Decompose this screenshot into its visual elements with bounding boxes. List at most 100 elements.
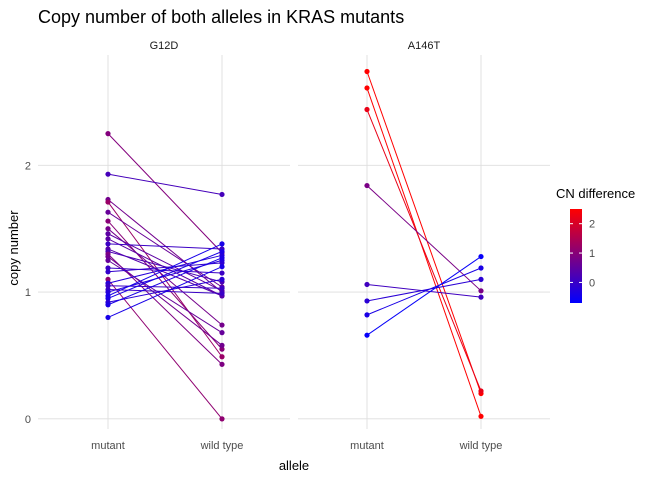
panel-a146t: A146T mutant wild type [298, 40, 550, 452]
data-point-wild-type [478, 265, 484, 271]
series-line [366, 256, 482, 336]
x-tick-label: wild type [200, 440, 244, 452]
y-tick-label: 1 [25, 287, 31, 299]
data-point-mutant [105, 269, 111, 275]
data-point-mutant [105, 289, 111, 295]
y-axis-ticks: 0 1 2 [25, 160, 31, 426]
data-point-wild-type [219, 248, 225, 255]
data-point-mutant [105, 314, 111, 321]
data-point-wild-type [219, 264, 225, 270]
legend-tick-label: 0 [589, 277, 595, 289]
legend-tick-label: 1 [589, 248, 595, 260]
chart-title: Copy number of both alleles in KRAS muta… [38, 7, 404, 27]
data-point-wild-type [219, 416, 225, 422]
y-tick-label: 0 [25, 414, 31, 426]
x-axis-title: allele [279, 458, 309, 473]
data-point-mutant [105, 218, 111, 224]
data-point-mutant [364, 68, 370, 75]
series-line [107, 211, 223, 288]
x-tick-label: wild type [459, 440, 503, 452]
data-point-wild-type [219, 191, 225, 198]
legend-title: CN difference [556, 186, 635, 201]
series-line [107, 220, 223, 350]
data-point-wild-type [219, 342, 225, 348]
legend-ticks: 0 1 2 [570, 219, 595, 289]
data-point-wild-type [219, 241, 225, 247]
data-point-wild-type [219, 270, 225, 276]
series-line [366, 283, 482, 298]
series-line [107, 133, 223, 254]
data-point-mutant [105, 265, 111, 271]
series-line [107, 233, 223, 292]
data-point-wild-type [219, 276, 225, 282]
series-line [366, 185, 482, 292]
data-point-wild-type [219, 330, 225, 336]
x-tick-label: mutant [91, 440, 125, 452]
data-point-mutant [105, 209, 111, 215]
data-point-mutant [364, 182, 370, 189]
panel-label: G12D [150, 40, 179, 52]
data-point-mutant [364, 298, 370, 304]
series-line [107, 256, 223, 346]
series-line [107, 279, 223, 420]
series-line [366, 278, 482, 302]
series-line [107, 199, 223, 293]
panel-label: A146T [408, 40, 441, 52]
data-point-mutant [364, 85, 370, 91]
data-point-wild-type [478, 388, 484, 394]
series-line [366, 71, 482, 394]
series-line [107, 285, 223, 289]
series-line [366, 109, 482, 392]
data-point-mutant [105, 295, 111, 302]
series-line [107, 278, 223, 303]
series-line [107, 259, 223, 334]
data-point-wild-type [478, 276, 484, 282]
data-point-wild-type [478, 294, 484, 300]
series-line [107, 262, 223, 273]
data-point-mutant [105, 131, 111, 137]
data-point-mutant [105, 257, 111, 263]
data-point-wild-type [219, 346, 225, 352]
data-point-wild-type [219, 354, 225, 360]
data-point-wild-type [219, 290, 225, 296]
data-point-wild-type [219, 322, 225, 328]
data-point-mutant [364, 332, 370, 338]
data-point-wild-type [478, 253, 484, 260]
series-line [107, 267, 223, 274]
legend-colorbar [570, 209, 582, 303]
legend-tick-label: 2 [589, 219, 595, 231]
data-point-mutant [105, 199, 111, 205]
legend: CN difference 0 1 2 [556, 186, 635, 303]
y-tick-label: 2 [25, 160, 31, 172]
data-point-mutant [105, 231, 111, 237]
data-point-mutant [364, 106, 370, 113]
data-point-mutant [105, 283, 111, 289]
data-point-mutant [105, 236, 111, 242]
data-point-wild-type [219, 361, 225, 367]
panel-g12d: G12D mutant wild type [38, 40, 290, 452]
data-point-mutant [105, 241, 111, 247]
data-point-wild-type [478, 288, 484, 294]
series-line [107, 173, 223, 195]
data-point-wild-type [478, 413, 484, 419]
series-line [107, 251, 223, 299]
data-point-mutant [364, 281, 370, 288]
series-line [107, 251, 223, 283]
series-line [366, 87, 482, 417]
series-line [107, 266, 223, 318]
data-point-wild-type [219, 285, 225, 291]
data-point-mutant [105, 253, 111, 260]
series-line [107, 243, 223, 250]
series-line [107, 254, 223, 284]
data-point-mutant [105, 302, 111, 308]
series-line [107, 243, 223, 297]
data-point-mutant [105, 226, 111, 232]
data-point-mutant [105, 276, 111, 282]
data-point-wild-type [219, 255, 225, 261]
data-point-mutant [105, 171, 111, 177]
y-axis-title: copy number [6, 210, 21, 286]
series-line [366, 267, 482, 316]
series-line [107, 257, 223, 306]
data-point-mutant [364, 312, 370, 318]
